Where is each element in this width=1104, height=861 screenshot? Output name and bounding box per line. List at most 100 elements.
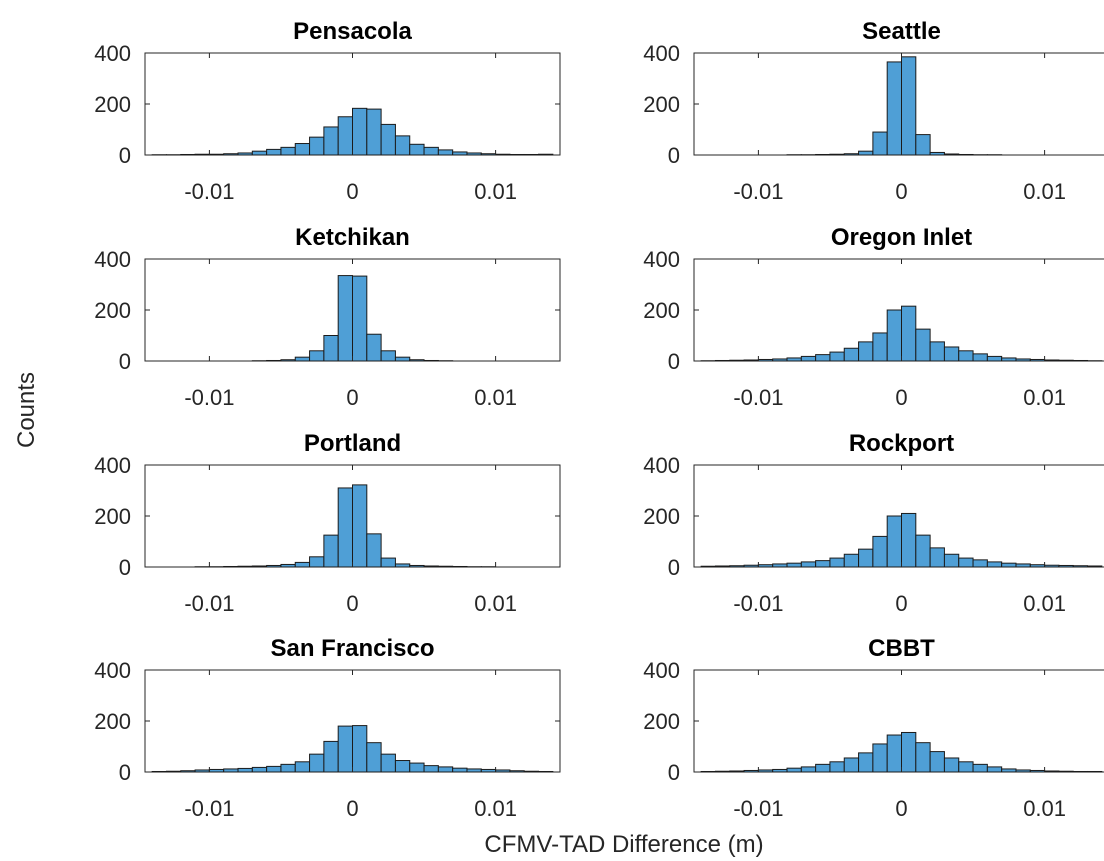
y-tick-label: 400 [643,453,680,478]
histogram-bar [509,153,525,156]
subplot: Portland 0 200 400 -0.01 0 0.01 [94,430,561,616]
subplot: Pensacola 0 200 400 -0.01 0 0.01 [94,18,561,204]
histogram-bar [700,770,716,773]
histogram-bar [1001,768,1017,773]
histogram-bar [423,146,439,156]
histogram-bar [1087,565,1103,568]
subplot-title: Ketchikan [295,224,410,251]
x-tick-label: 0 [346,591,358,616]
histogram-bar [538,770,554,773]
x-tick-label: -0.01 [733,591,783,616]
histogram-bar [915,328,931,362]
histogram-bar [1058,564,1074,568]
histogram-bar [538,153,554,156]
x-tick-label: 0 [346,796,358,821]
histogram-bar [452,767,468,773]
histogram-bar [495,153,511,156]
histogram-bar [886,61,902,156]
histogram-bar [901,731,917,773]
x-tick-label: 0.01 [1023,591,1066,616]
histogram-bar [829,557,845,568]
histogram-bar [495,769,511,773]
y-tick-label: 0 [119,143,131,168]
x-tick-label: 0.01 [474,591,517,616]
x-tick-label: 0 [895,796,907,821]
x-tick-label: 0 [895,591,907,616]
subplot-grid: Pensacola 0 200 400 -0.01 0 0.01 Seattle 0 200 400… [94,18,1104,821]
histogram-bar [223,153,239,156]
histogram-bar [772,358,788,362]
histogram-bar [409,564,425,568]
histogram-bar [772,563,788,568]
histogram-bar [409,143,425,156]
histogram-bar [509,770,525,773]
histogram-bar [394,135,411,156]
subplot: Oregon Inlet 0 200 400 -0.01 0 0.01 [643,224,1104,410]
histogram-bar [1044,359,1060,362]
histogram-bar [743,769,759,773]
y-tick-label: 400 [94,247,131,272]
histogram-bar [872,743,888,773]
subplot: Seattle 0 200 400 -0.01 0 0.01 [643,18,1104,204]
histogram-bar [251,150,268,156]
histogram-bar [800,355,817,362]
histogram-bar [251,766,268,773]
histogram-bar [958,153,974,156]
histogram-bar [366,333,382,362]
histogram-bar [151,770,167,773]
histogram-bar [843,153,860,156]
histogram-bar [352,484,368,568]
histogram-bar [208,153,225,156]
histogram-bar [523,153,540,156]
histogram-bar [786,357,802,362]
histogram-bar [1072,359,1089,362]
histogram-bar [815,354,831,362]
histogram-bar [337,725,354,773]
histogram-bar [972,763,988,773]
histogram-bar [180,153,196,156]
histogram-bar [886,515,902,568]
x-tick-label: -0.01 [184,591,234,616]
histogram-bar [165,770,182,773]
histogram-bar [729,770,745,773]
x-tick-label: -0.01 [184,796,234,821]
x-tick-label: -0.01 [184,385,234,410]
histogram-bar [714,770,731,773]
histogram-bar [743,564,759,568]
subplot-title: Seattle [862,18,941,45]
histogram-bar [337,275,354,362]
histogram-bar [972,353,988,362]
histogram-bar [266,359,282,362]
histogram-bar [786,562,802,568]
histogram-bar [1072,770,1089,773]
histogram-bar [858,150,874,156]
histogram-bar [280,146,296,156]
histogram-bar [309,136,325,156]
subplot-title: San Francisco [270,635,434,662]
histogram-bar [323,126,339,156]
histogram-bar [943,153,960,156]
histogram-bar [409,762,425,773]
histogram-bar [915,742,931,773]
y-tick-label: 400 [643,41,680,66]
x-tick-label: 0.01 [1023,179,1066,204]
histogram-bar [972,559,988,568]
x-axis-label: CFMV-TAD Difference (m) [484,831,763,858]
y-tick-label: 200 [643,709,680,734]
histogram-bar [815,560,831,568]
histogram-bar [294,356,311,362]
histogram-bar [294,143,311,156]
histogram-bar [423,765,439,773]
histogram-bar [858,752,874,773]
subplot: Rockport 0 200 400 -0.01 0 0.01 [643,430,1104,616]
x-tick-label: 0.01 [474,179,517,204]
histogram-bar [858,341,874,362]
histogram-bar [309,350,325,362]
y-tick-label: 200 [94,298,131,323]
histogram-bar [194,769,210,773]
histogram-bar [1029,564,1046,568]
histogram-bar [943,346,960,362]
y-tick-label: 0 [668,555,680,580]
histogram-bar [366,742,382,773]
histogram-bar [208,768,225,773]
